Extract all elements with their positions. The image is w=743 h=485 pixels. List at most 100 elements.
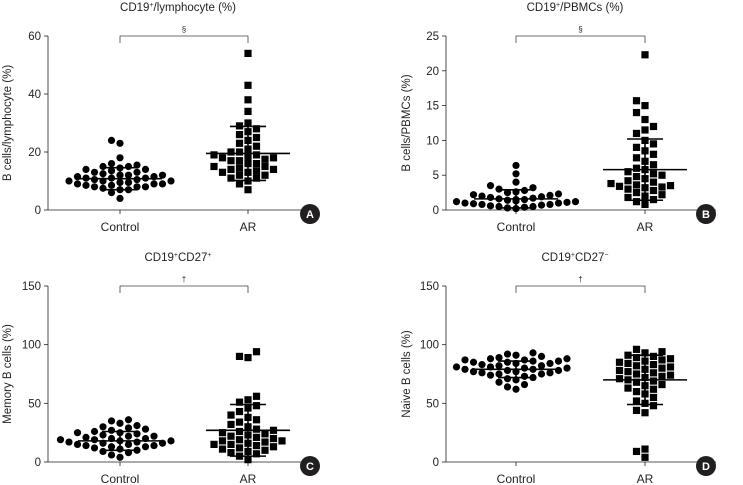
data-point [244,49,252,57]
data-point [563,364,571,372]
data-point [227,148,235,156]
panel-badge-label: B [702,209,710,221]
data-point [520,380,529,389]
data-point [107,160,116,168]
data-point [244,107,252,115]
data-point [227,432,235,440]
data-point [133,161,141,169]
data-point [90,168,99,176]
data-point [546,191,554,199]
data-point [461,199,469,207]
data-point [520,372,529,380]
data-point [252,416,261,424]
data-point [252,425,261,433]
data-point [624,193,632,202]
data-point [649,186,658,195]
y-axis-label: Naive B cells (%) [401,330,413,418]
data-point [218,168,227,176]
data-point [244,186,252,194]
data-point [107,426,116,434]
data-point [167,437,175,445]
y-tick-label: 15 [426,101,439,113]
data-point [269,154,278,162]
data-point [235,148,244,156]
data-point [116,453,124,461]
data-point [252,441,261,450]
data-point [141,443,150,451]
data-point [632,108,641,117]
data-point [99,431,107,439]
data-point [244,353,252,362]
chart-title: CD19+CD27+ [145,252,212,264]
data-point [82,181,90,189]
data-point [235,444,244,452]
data-point [99,423,107,431]
significance-bracket [515,35,646,43]
data-point [235,164,244,172]
data-point [658,171,666,179]
significance-marker: † [578,275,582,284]
y-axis-label: B cells/lymphocyte (%) [2,65,14,181]
y-tick-label: 10 [426,135,439,147]
data-point [90,175,99,184]
y-tick-label: 20 [426,66,439,78]
data-point [571,198,580,206]
y-tick-label: 0 [433,457,439,469]
data-point [227,449,235,457]
x-category-label: Control [101,472,140,485]
data-point [641,200,649,209]
data-point [261,171,269,179]
data-point [641,349,649,357]
data-point [486,202,495,210]
data-point [478,192,486,200]
y-tick-label: 50 [28,398,41,410]
data-point [116,139,124,147]
data-point [252,125,261,133]
data-point [649,178,658,186]
chart-title: CD19+CD27− [542,252,609,264]
data-point [252,167,261,175]
data-point [649,352,658,360]
data-point [649,161,658,169]
data-point [461,365,469,373]
data-point [495,378,503,386]
panel-badge [300,204,320,224]
data-point [495,362,503,370]
panel-badge-label: D [702,461,710,473]
data-point [235,418,244,426]
data-point [133,422,141,430]
y-axis-label: Memory B cells (%) [2,324,14,424]
y-axis-label: B cells/PBMCs (%) [401,74,413,171]
data-point [615,358,624,366]
y-tick-label: 60 [28,31,41,43]
data-point [218,445,227,453]
data-point [624,384,632,392]
x-category-label: AR [637,472,654,485]
data-point [649,377,658,385]
data-point [252,402,261,410]
data-point [658,191,666,199]
data-point [218,437,227,445]
data-point [554,190,563,198]
data-point [503,358,512,366]
data-point [554,357,563,365]
data-point [65,438,73,446]
data-point [210,440,218,448]
data-point [537,362,546,370]
data-point [632,172,641,181]
panel-badge [300,456,320,476]
data-point [452,363,461,371]
data-point [546,200,554,209]
data-point [632,378,641,386]
data-point [73,440,82,448]
data-point [537,370,546,378]
data-point [469,200,478,208]
data-point [278,437,286,445]
data-point [65,177,73,185]
data-point [486,182,495,190]
data-point [632,154,641,162]
data-point [632,129,641,138]
data-point [632,143,641,151]
data-point [512,170,520,178]
data-point [141,183,150,191]
